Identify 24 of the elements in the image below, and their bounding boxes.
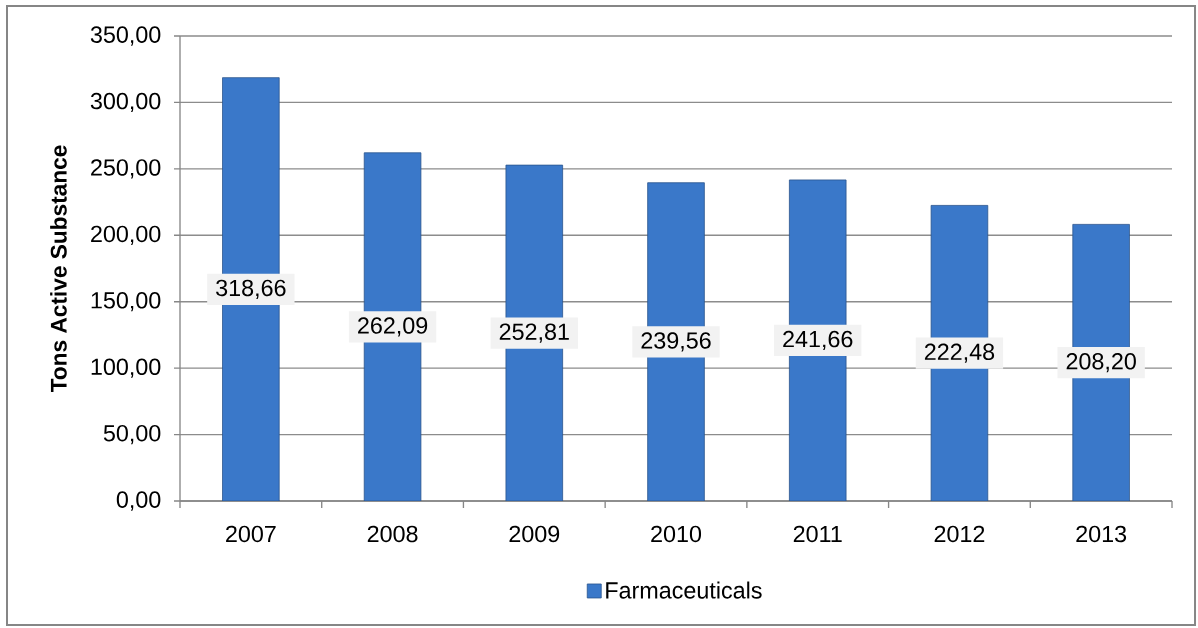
data-label: 241,66 [783,330,853,351]
data-label: 252,81 [499,323,569,343]
y-tick-label: 350,00 [90,26,161,46]
x-tick-label: 2007 [226,525,276,543]
y-tick-label: 200,00 [91,225,161,245]
data-label: 208,20 [1066,353,1136,373]
y-tick-label: 50,00 [103,424,161,445]
x-tick-label: 2010 [651,525,702,543]
data-label: 239,56 [641,332,711,352]
data-label: 222,48 [924,343,995,363]
x-tick-label: 2009 [509,525,560,543]
x-tick-label: 2012 [934,525,985,543]
y-tick-label: 250,00 [91,159,161,179]
data-label: 262,09 [358,317,428,337]
y-tick-label: 150,00 [91,292,161,312]
y-tick-label: 100,00 [91,358,161,378]
data-label: 318,66 [216,279,286,299]
x-tick-label: 2008 [367,525,418,543]
x-tick-label: 2013 [1076,525,1127,543]
y-axis-title: Tons Active Substance [50,145,67,393]
x-tick-label: 2011 [793,525,842,543]
y-tick-label: 0,00 [116,491,161,511]
legend-label: Farmaceuticals [606,581,762,599]
y-tick-label: 300,00 [90,92,161,113]
